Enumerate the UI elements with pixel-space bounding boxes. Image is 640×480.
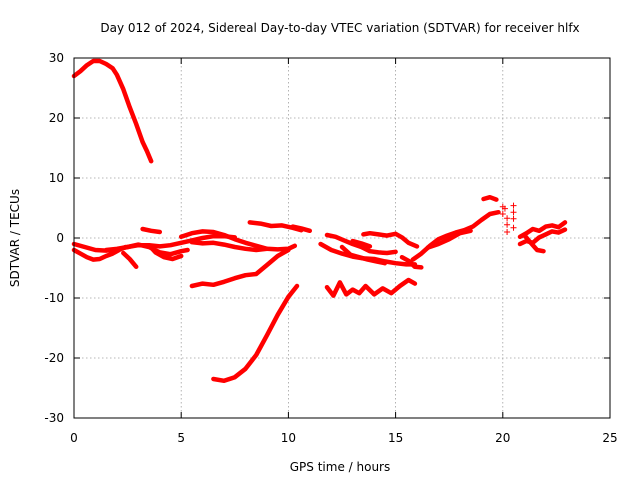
chart-title: Day 012 of 2024, Sidereal Day-to-day VTE… bbox=[100, 21, 579, 35]
x-axis-label: GPS time / hours bbox=[290, 460, 391, 474]
data-point bbox=[501, 205, 508, 212]
data-point bbox=[504, 215, 511, 222]
y-tick-label: -10 bbox=[44, 291, 64, 305]
data-point bbox=[510, 202, 517, 209]
series-arc-8 bbox=[178, 229, 298, 252]
y-tick-labels: -30 -20 -10 0 10 20 30 bbox=[44, 51, 64, 425]
x-tick-label: 10 bbox=[281, 431, 296, 445]
y-tick-label: 0 bbox=[56, 231, 64, 245]
ticks bbox=[73, 57, 611, 419]
series-arc-4 bbox=[103, 233, 238, 253]
x-tick-label: 0 bbox=[70, 431, 78, 445]
series-arc-23 bbox=[481, 194, 499, 202]
x-tick-label: 25 bbox=[602, 431, 617, 445]
data-point bbox=[504, 221, 511, 228]
x-tick-label: 20 bbox=[495, 431, 510, 445]
y-tick-label: 30 bbox=[49, 51, 64, 65]
y-tick-label: -20 bbox=[44, 351, 64, 365]
series-arc-18 bbox=[324, 277, 418, 298]
x-tick-label: 15 bbox=[388, 431, 403, 445]
y-tick-label: 10 bbox=[49, 171, 64, 185]
points-layer bbox=[499, 202, 517, 235]
y-tick-label: -30 bbox=[44, 411, 64, 425]
x-tick-labels: 0 5 10 15 20 25 bbox=[70, 431, 617, 445]
series-arc-15 bbox=[324, 232, 398, 256]
y-tick-label: 20 bbox=[49, 111, 64, 125]
series-arc-11 bbox=[211, 283, 300, 384]
data-point bbox=[510, 215, 517, 222]
series-arc-13 bbox=[290, 224, 313, 234]
data-point bbox=[499, 211, 506, 217]
series-arc-5 bbox=[121, 250, 139, 270]
series-arc-16 bbox=[339, 244, 388, 266]
x-tick-label: 5 bbox=[177, 431, 185, 445]
series-arc-1 bbox=[71, 58, 154, 164]
series-arc-9 bbox=[189, 239, 270, 253]
series-arc-24 bbox=[517, 220, 568, 240]
series-arc-7 bbox=[146, 242, 184, 262]
y-axis-label: SDTVAR / TECUs bbox=[8, 189, 22, 287]
grid bbox=[74, 58, 610, 418]
series-arc-19 bbox=[361, 230, 420, 249]
series-layer bbox=[71, 58, 568, 384]
data-point bbox=[504, 229, 511, 235]
series-arc-26 bbox=[521, 232, 546, 254]
series-arc-20 bbox=[399, 254, 424, 270]
series-arc-22 bbox=[425, 228, 473, 250]
series-arc-6 bbox=[140, 226, 163, 235]
data-point bbox=[510, 209, 517, 216]
series-arc-10 bbox=[189, 247, 291, 289]
data-point bbox=[510, 224, 517, 231]
series-arc-17 bbox=[350, 238, 373, 249]
